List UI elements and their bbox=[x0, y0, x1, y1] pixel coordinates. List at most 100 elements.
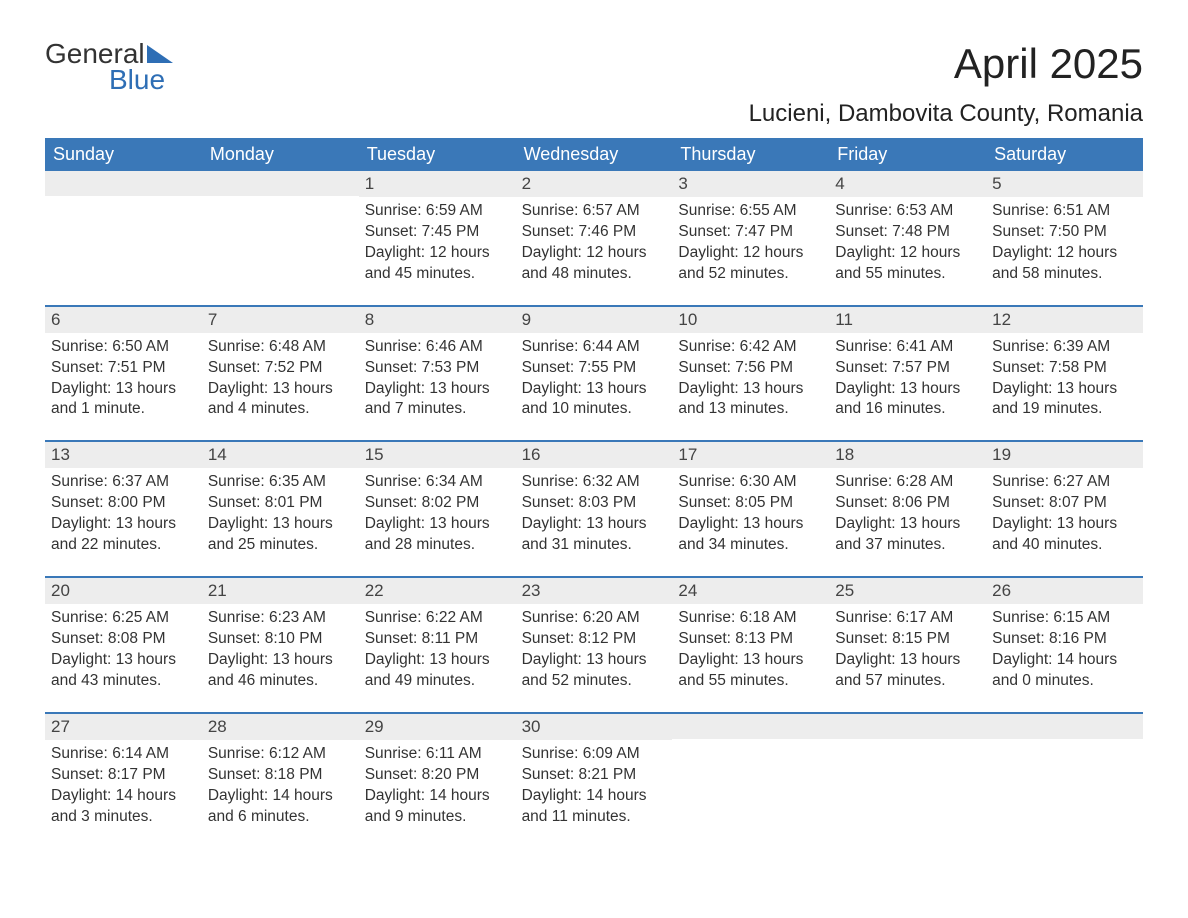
day-number: 25 bbox=[829, 578, 986, 604]
sunset-line: Sunset: 7:48 PM bbox=[835, 222, 980, 243]
sunrise-label: Sunrise: bbox=[522, 338, 579, 355]
sunset-value: 8:02 PM bbox=[422, 494, 480, 511]
sunrise-value: 6:55 AM bbox=[740, 202, 797, 219]
sunset-label: Sunset: bbox=[208, 630, 261, 647]
daylight-line: Daylight: 12 hours and 58 minutes. bbox=[992, 243, 1137, 285]
sunset-value: 8:15 PM bbox=[892, 630, 950, 647]
sunset-line: Sunset: 7:55 PM bbox=[522, 358, 667, 379]
day-info: Sunrise: 6:42 AMSunset: 7:56 PMDaylight:… bbox=[678, 337, 823, 421]
sunset-label: Sunset: bbox=[522, 223, 575, 240]
sunrise-value: 6:51 AM bbox=[1053, 202, 1110, 219]
sunset-line: Sunset: 7:56 PM bbox=[678, 358, 823, 379]
sunrise-line: Sunrise: 6:55 AM bbox=[678, 201, 823, 222]
sunset-value: 7:48 PM bbox=[892, 223, 950, 240]
sunrise-value: 6:17 AM bbox=[896, 609, 953, 626]
day-number: 5 bbox=[986, 171, 1143, 197]
day-number: 14 bbox=[202, 442, 359, 468]
sunrise-line: Sunrise: 6:17 AM bbox=[835, 608, 980, 629]
day-cell: 3Sunrise: 6:55 AMSunset: 7:47 PMDaylight… bbox=[672, 171, 829, 291]
daylight-line: Daylight: 13 hours and 22 minutes. bbox=[51, 514, 196, 556]
sunrise-value: 6:34 AM bbox=[426, 473, 483, 490]
day-number: 2 bbox=[516, 171, 673, 197]
daylight-label: Daylight: bbox=[835, 515, 895, 532]
sunrise-value: 6:57 AM bbox=[583, 202, 640, 219]
daylight-line: Daylight: 14 hours and 9 minutes. bbox=[365, 786, 510, 828]
day-info: Sunrise: 6:09 AMSunset: 8:21 PMDaylight:… bbox=[522, 744, 667, 828]
day-info: Sunrise: 6:51 AMSunset: 7:50 PMDaylight:… bbox=[992, 201, 1137, 285]
sunset-line: Sunset: 8:03 PM bbox=[522, 493, 667, 514]
day-cell: 10Sunrise: 6:42 AMSunset: 7:56 PMDayligh… bbox=[672, 307, 829, 427]
day-number: 27 bbox=[45, 714, 202, 740]
day-number: 26 bbox=[986, 578, 1143, 604]
sunrise-line: Sunrise: 6:39 AM bbox=[992, 337, 1137, 358]
sunset-value: 7:55 PM bbox=[578, 359, 636, 376]
day-cell: 2Sunrise: 6:57 AMSunset: 7:46 PMDaylight… bbox=[516, 171, 673, 291]
daylight-line: Daylight: 12 hours and 52 minutes. bbox=[678, 243, 823, 285]
day-number: 13 bbox=[45, 442, 202, 468]
sunrise-label: Sunrise: bbox=[835, 473, 892, 490]
sunset-label: Sunset: bbox=[51, 359, 104, 376]
day-cell: 27Sunrise: 6:14 AMSunset: 8:17 PMDayligh… bbox=[45, 714, 202, 834]
daylight-line: Daylight: 13 hours and 19 minutes. bbox=[992, 379, 1137, 421]
sunset-value: 7:46 PM bbox=[578, 223, 636, 240]
day-cell: 25Sunrise: 6:17 AMSunset: 8:15 PMDayligh… bbox=[829, 578, 986, 698]
day-info: Sunrise: 6:55 AMSunset: 7:47 PMDaylight:… bbox=[678, 201, 823, 285]
daylight-line: Daylight: 13 hours and 28 minutes. bbox=[365, 514, 510, 556]
daylight-line: Daylight: 13 hours and 25 minutes. bbox=[208, 514, 353, 556]
daylight-line: Daylight: 13 hours and 37 minutes. bbox=[835, 514, 980, 556]
day-cell: 14Sunrise: 6:35 AMSunset: 8:01 PMDayligh… bbox=[202, 442, 359, 562]
day-info: Sunrise: 6:50 AMSunset: 7:51 PMDaylight:… bbox=[51, 337, 196, 421]
sunset-line: Sunset: 7:47 PM bbox=[678, 222, 823, 243]
sunset-value: 7:47 PM bbox=[735, 223, 793, 240]
day-number bbox=[202, 171, 359, 196]
sunrise-value: 6:23 AM bbox=[269, 609, 326, 626]
sunrise-line: Sunrise: 6:51 AM bbox=[992, 201, 1137, 222]
daylight-label: Daylight: bbox=[522, 651, 582, 668]
sunrise-line: Sunrise: 6:27 AM bbox=[992, 472, 1137, 493]
sunset-label: Sunset: bbox=[365, 223, 418, 240]
sunrise-value: 6:35 AM bbox=[269, 473, 326, 490]
sunrise-label: Sunrise: bbox=[51, 473, 108, 490]
day-cell: 13Sunrise: 6:37 AMSunset: 8:00 PMDayligh… bbox=[45, 442, 202, 562]
sunset-label: Sunset: bbox=[678, 494, 731, 511]
day-number: 24 bbox=[672, 578, 829, 604]
sunset-value: 8:00 PM bbox=[108, 494, 166, 511]
sunrise-value: 6:09 AM bbox=[583, 745, 640, 762]
day-info: Sunrise: 6:15 AMSunset: 8:16 PMDaylight:… bbox=[992, 608, 1137, 692]
daylight-line: Daylight: 13 hours and 7 minutes. bbox=[365, 379, 510, 421]
sunset-label: Sunset: bbox=[992, 630, 1045, 647]
sunrise-line: Sunrise: 6:57 AM bbox=[522, 201, 667, 222]
sunset-value: 7:56 PM bbox=[735, 359, 793, 376]
sunrise-label: Sunrise: bbox=[678, 202, 735, 219]
sunset-line: Sunset: 8:08 PM bbox=[51, 629, 196, 650]
daylight-line: Daylight: 13 hours and 40 minutes. bbox=[992, 514, 1137, 556]
sunrise-value: 6:11 AM bbox=[426, 745, 482, 762]
daylight-label: Daylight: bbox=[992, 244, 1052, 261]
daylight-line: Daylight: 12 hours and 55 minutes. bbox=[835, 243, 980, 285]
sunrise-label: Sunrise: bbox=[365, 473, 422, 490]
sunrise-label: Sunrise: bbox=[522, 745, 579, 762]
dow-header: Monday bbox=[202, 138, 359, 171]
day-number: 20 bbox=[45, 578, 202, 604]
daylight-line: Daylight: 14 hours and 3 minutes. bbox=[51, 786, 196, 828]
day-cell: 9Sunrise: 6:44 AMSunset: 7:55 PMDaylight… bbox=[516, 307, 673, 427]
day-number: 4 bbox=[829, 171, 986, 197]
day-cell: 4 Sunrise: 6:53 AMSunset: 7:48 PMDaylight… bbox=[829, 171, 986, 291]
daylight-label: Daylight: bbox=[365, 787, 425, 804]
day-number: 15 bbox=[359, 442, 516, 468]
sunrise-line: Sunrise: 6:14 AM bbox=[51, 744, 196, 765]
dow-header: Tuesday bbox=[359, 138, 516, 171]
sunrise-line: Sunrise: 6:34 AM bbox=[365, 472, 510, 493]
day-info: Sunrise: 6:27 AMSunset: 8:07 PMDaylight:… bbox=[992, 472, 1137, 556]
sunset-value: 7:50 PM bbox=[1049, 223, 1107, 240]
day-cell: 23Sunrise: 6:20 AMSunset: 8:12 PMDayligh… bbox=[516, 578, 673, 698]
sunset-value: 8:06 PM bbox=[892, 494, 950, 511]
sunset-label: Sunset: bbox=[678, 359, 731, 376]
logo: General Blue bbox=[45, 40, 173, 94]
day-cell: 29Sunrise: 6:11 AMSunset: 8:20 PMDayligh… bbox=[359, 714, 516, 834]
daylight-line: Daylight: 13 hours and 34 minutes. bbox=[678, 514, 823, 556]
sunrise-line: Sunrise: 6:48 AM bbox=[208, 337, 353, 358]
sunset-label: Sunset: bbox=[678, 630, 731, 647]
sunrise-label: Sunrise: bbox=[835, 338, 892, 355]
day-info: Sunrise: 6:53 AMSunset: 7:48 PMDaylight:… bbox=[835, 201, 980, 285]
